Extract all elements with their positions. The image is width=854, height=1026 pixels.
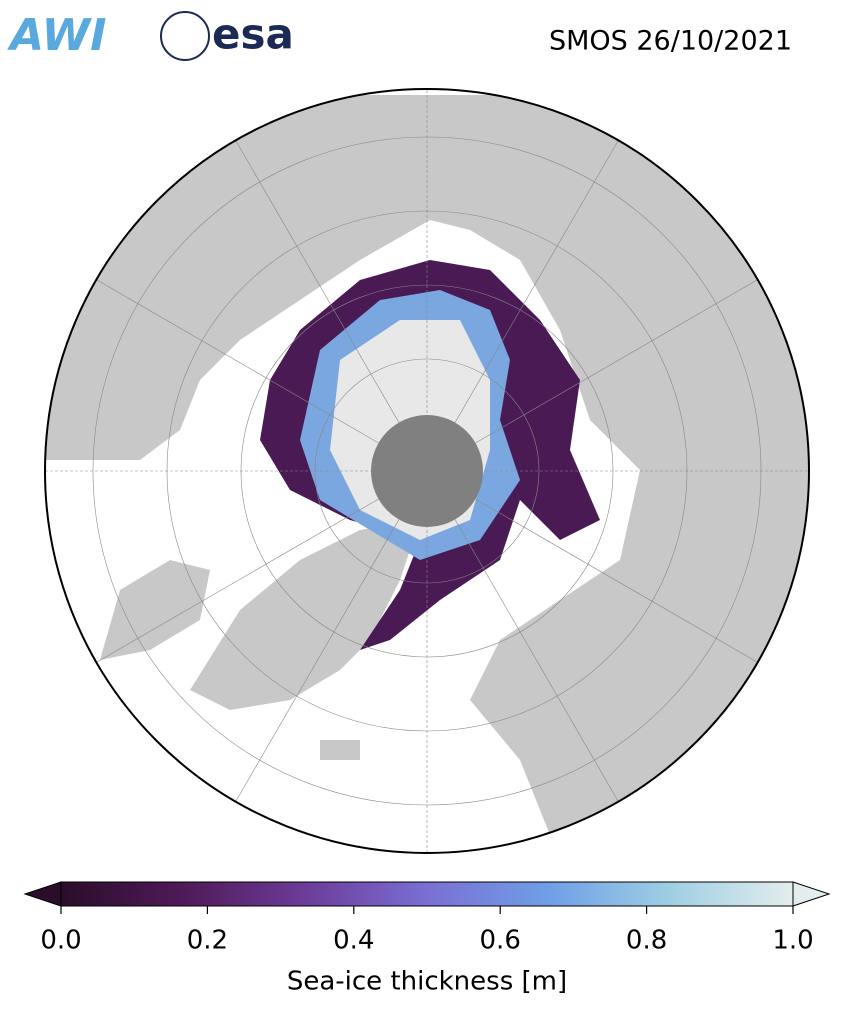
land-baffin bbox=[100, 560, 210, 660]
colorbar-extend-high bbox=[792, 881, 831, 907]
pole-hole bbox=[371, 415, 483, 527]
colorbar bbox=[23, 881, 831, 907]
colorbar-tick-label: 0.0 bbox=[40, 926, 81, 956]
colorbar-tick-label: 0.6 bbox=[480, 926, 521, 956]
colorbar-tick-label: 0.8 bbox=[626, 926, 667, 956]
colorbar-body bbox=[60, 881, 794, 907]
land-iceland bbox=[320, 740, 360, 760]
colorbar-extend-low bbox=[23, 881, 62, 907]
colorbar-tick-label: 0.2 bbox=[187, 926, 228, 956]
esa-logo-mark bbox=[160, 11, 210, 61]
colorbar-tick-label: 0.4 bbox=[333, 926, 374, 956]
colorbar-label: Sea-ice thickness [m] bbox=[287, 967, 567, 997]
land-greenland bbox=[190, 520, 420, 710]
map-border bbox=[44, 88, 810, 854]
awi-logo: AWI bbox=[7, 10, 107, 61]
esa-logo: esa bbox=[212, 10, 294, 59]
map-title: SMOS 26/10/2021 bbox=[549, 26, 792, 57]
colorbar-tick-label: 1.0 bbox=[772, 926, 813, 956]
